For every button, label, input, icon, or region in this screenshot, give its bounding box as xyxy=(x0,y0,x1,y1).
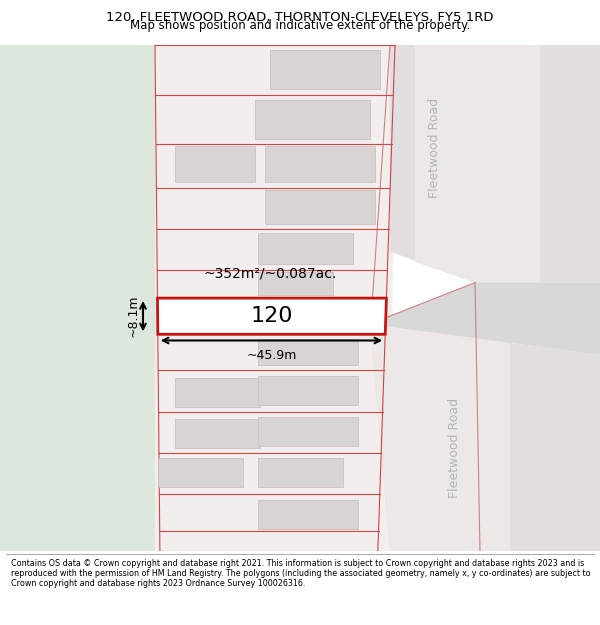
Bar xyxy=(258,376,358,404)
Text: Fleetwood Road: Fleetwood Road xyxy=(449,398,461,498)
Bar xyxy=(265,189,375,224)
Bar xyxy=(258,417,358,446)
Bar xyxy=(158,458,243,488)
Bar xyxy=(258,272,333,295)
Bar xyxy=(175,378,260,407)
Text: Contains OS data © Crown copyright and database right 2021. This information is : Contains OS data © Crown copyright and d… xyxy=(11,559,590,588)
Text: ~8.1m: ~8.1m xyxy=(127,295,140,338)
Text: ~45.9m: ~45.9m xyxy=(247,349,296,362)
Text: 120, FLEETWOOD ROAD, THORNTON-CLEVELEYS, FY5 1RD: 120, FLEETWOOD ROAD, THORNTON-CLEVELEYS,… xyxy=(106,11,494,24)
Polygon shape xyxy=(157,298,386,334)
Polygon shape xyxy=(370,324,510,551)
Bar xyxy=(0,45,155,551)
Text: ~352m²/~0.087ac.: ~352m²/~0.087ac. xyxy=(203,266,337,281)
Polygon shape xyxy=(370,324,600,551)
Bar xyxy=(270,50,380,89)
Bar xyxy=(265,146,375,182)
Bar xyxy=(255,100,370,139)
Text: Fleetwood Road: Fleetwood Road xyxy=(428,98,442,198)
Bar xyxy=(258,233,353,264)
Polygon shape xyxy=(390,45,600,282)
Bar xyxy=(258,339,358,365)
Polygon shape xyxy=(370,282,600,355)
Polygon shape xyxy=(415,45,540,282)
Text: 120: 120 xyxy=(250,306,293,326)
Bar xyxy=(175,419,260,448)
Polygon shape xyxy=(155,45,395,551)
Bar xyxy=(258,458,343,488)
Text: Map shows position and indicative extent of the property.: Map shows position and indicative extent… xyxy=(130,19,470,32)
Bar xyxy=(258,499,358,529)
Bar xyxy=(175,146,255,182)
